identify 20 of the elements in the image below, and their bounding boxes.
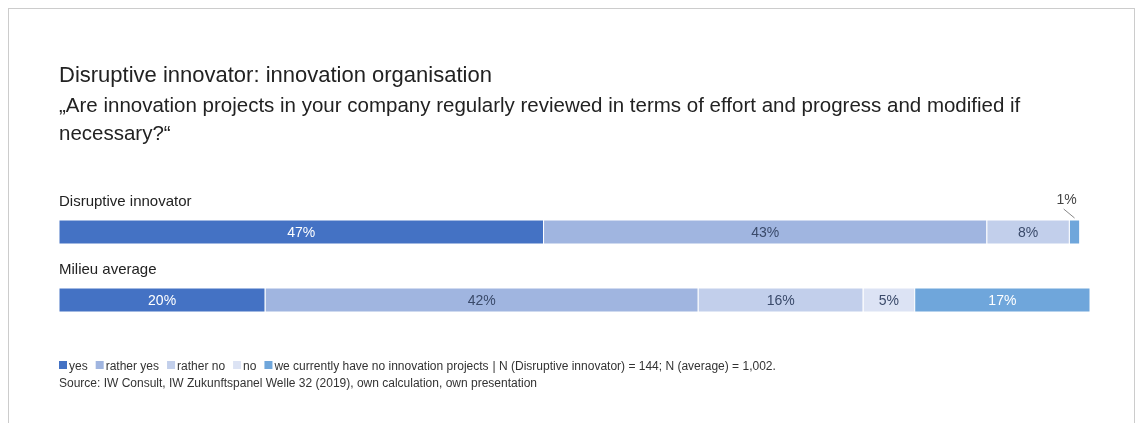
legend-label: we currently have no innovation projects	[273, 359, 489, 373]
data-label: 17%	[988, 292, 1017, 308]
text: | N (Disruptive innovator) = 144; N (average) = 1,002.	[492, 359, 776, 373]
chart-subtitle: „Are innovation projects in your company regularly reviewed in terms of effort and progress and modified if necessary?“	[59, 93, 1021, 144]
y-tick-label: Disruptive innovator	[59, 192, 192, 209]
data-label: 43%	[751, 224, 780, 240]
data-label: 8%	[1018, 224, 1039, 240]
data-label: 47%	[287, 224, 316, 240]
y-tick-label: Milieu average	[59, 260, 157, 277]
legend-label: rather yes	[105, 359, 160, 373]
legend-label: rather no	[177, 359, 226, 373]
data-label: 42%	[467, 292, 496, 308]
legend-label: no	[243, 359, 257, 373]
source-note: Source: IW Consult, IW Zukunftspanel Welle 32 (2019), own calculation, own presentation	[59, 376, 538, 390]
data-label: 1%	[1056, 191, 1077, 207]
chart-title: Disruptive innovator: innovation organisation	[59, 62, 492, 87]
data-label: 16%	[766, 292, 795, 308]
legend-label: yes	[69, 359, 88, 373]
data-label: 20%	[148, 292, 177, 308]
data-label: 5%	[878, 292, 900, 308]
